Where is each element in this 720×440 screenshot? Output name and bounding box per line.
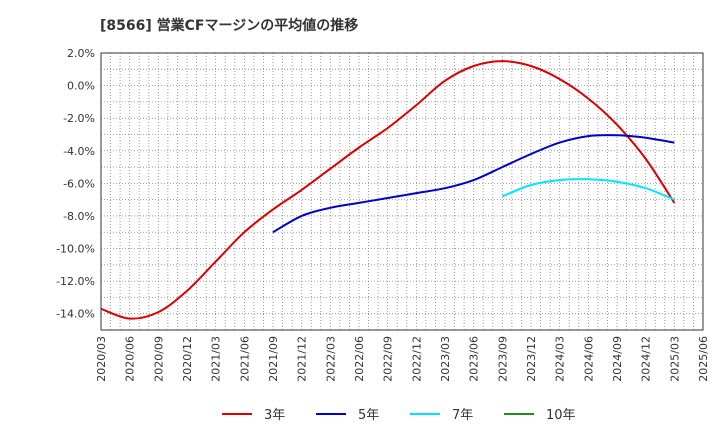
legend-label: 5年	[358, 408, 379, 423]
x-axis-ticks: 2020/03 2020/06 2020/09 2020/12 2021/03 2021/…	[95, 336, 710, 382]
x-tick-label: 2021/06	[238, 336, 251, 382]
x-tick-label: 2023/09	[496, 336, 509, 382]
x-tick-label: 2024/09	[611, 336, 624, 382]
x-tick-label: 2025/03	[668, 336, 681, 382]
y-tick-label: 0.0%	[67, 80, 95, 93]
chart-title: [8566] 営業CFマージンの平均値の推移	[100, 17, 358, 34]
chart-legend: 3年 5年 7年 10年	[222, 408, 576, 423]
y-tick-label: -10.0%	[56, 243, 95, 256]
x-tick-label: 2020/12	[181, 336, 194, 382]
x-tick-label: 2024/12	[640, 336, 653, 382]
legend-label: 3年	[264, 408, 285, 423]
x-tick-label: 2020/09	[152, 336, 165, 382]
x-tick-label: 2023/12	[525, 336, 538, 382]
x-tick-label: 2020/03	[95, 336, 108, 382]
x-tick-label: 2022/03	[324, 336, 337, 382]
y-tick-label: -4.0%	[63, 145, 95, 158]
y-axis-ticks: 2.0% 0.0% -2.0% -4.0% -6.0% -8.0% -10.0% -12.0%…	[56, 47, 95, 321]
x-tick-label: 2024/06	[582, 336, 595, 382]
y-tick-label: -8.0%	[63, 210, 95, 223]
x-tick-label: 2022/06	[353, 336, 366, 382]
x-tick-label: 2022/12	[410, 336, 423, 382]
series-lines	[100, 60, 676, 320]
y-tick-label: -2.0%	[63, 112, 95, 125]
x-tick-label: 2022/09	[382, 336, 395, 382]
x-tick-label: 2024/03	[554, 336, 567, 382]
series-line-2	[501, 178, 675, 201]
x-tick-label: 2021/03	[210, 336, 223, 382]
y-tick-label: -6.0%	[63, 177, 95, 190]
series-line-0	[100, 60, 676, 320]
y-tick-label: 2.0%	[67, 47, 95, 60]
x-tick-label: 2023/03	[439, 336, 452, 382]
x-tick-label: 2020/06	[124, 336, 137, 382]
x-tick-label: 2025/06	[697, 336, 710, 382]
legend-label: 7年	[452, 408, 473, 423]
y-tick-label: -12.0%	[56, 275, 95, 288]
legend-label: 10年	[546, 408, 576, 423]
plot-frame	[100, 52, 704, 331]
x-tick-label: 2023/06	[468, 336, 481, 382]
x-tick-label: 2021/09	[267, 336, 280, 382]
x-tick-label: 2021/12	[296, 336, 309, 382]
y-tick-label: -14.0%	[56, 308, 95, 321]
chart-grid	[101, 53, 703, 330]
series-line-1	[272, 134, 675, 234]
